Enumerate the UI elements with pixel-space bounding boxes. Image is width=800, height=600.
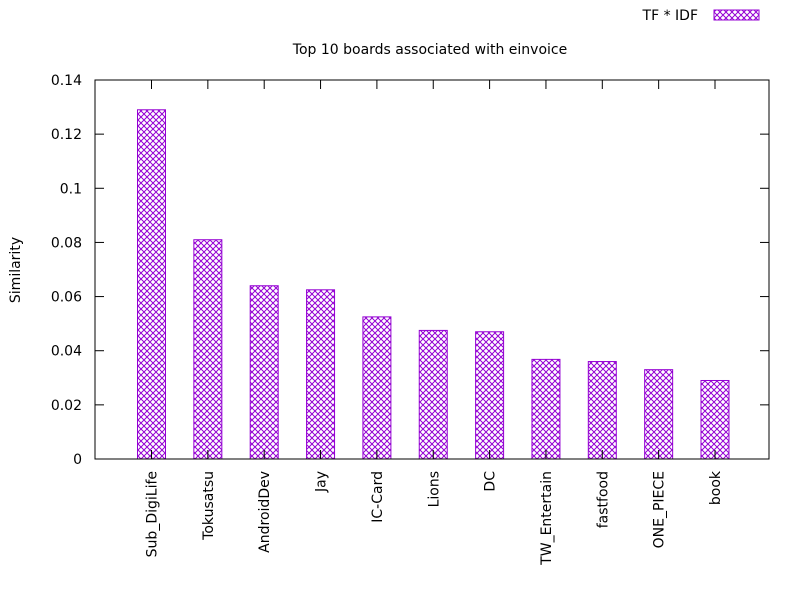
legend-label: TF * IDF xyxy=(642,8,698,24)
chart-title: Top 10 boards associated with einvoice xyxy=(292,42,567,58)
x-tick-label: fastfood xyxy=(595,471,611,528)
bar-tw-entertain xyxy=(531,358,561,460)
bar-tokusatsu xyxy=(193,239,223,460)
x-tick-label: Jay xyxy=(314,471,330,493)
x-tick-label: DC xyxy=(483,471,499,492)
y-tick-label: 0.06 xyxy=(51,290,82,306)
x-tick-label: Tokusatsu xyxy=(201,471,217,541)
plot-frame xyxy=(94,79,770,460)
bar-lions xyxy=(418,329,448,460)
x-tick-label: ONE_PIECE xyxy=(652,471,668,548)
x-tick-label: book xyxy=(708,470,724,505)
legend-swatch xyxy=(713,9,760,21)
y-tick-label: 0.04 xyxy=(51,344,82,360)
bar-ic-card xyxy=(362,316,392,460)
bar-fastfood xyxy=(587,361,617,460)
x-tick-label: AndroidDev xyxy=(257,471,273,553)
x-tick-label: Sub_DigiLife xyxy=(145,471,161,557)
y-tick-label: 0.14 xyxy=(51,73,82,89)
y-tick-label: 0.02 xyxy=(51,398,82,414)
y-tick-label: 0.08 xyxy=(51,235,82,251)
y-tick-label: 0 xyxy=(73,452,82,468)
y-tick-label: 0.1 xyxy=(60,181,82,197)
bar-dc xyxy=(475,331,505,460)
x-tick-label: IC-Card xyxy=(370,471,386,523)
x-tick-label: Lions xyxy=(426,471,442,507)
bar-book xyxy=(700,379,730,460)
y-tick-label: 0.12 xyxy=(51,127,82,143)
y-axis-label: Similarity xyxy=(8,237,24,303)
x-tick-label: TW_Entertain xyxy=(539,471,555,566)
bar-sub-digilife xyxy=(137,109,166,460)
bar-jay xyxy=(306,289,336,460)
bar-androiddev xyxy=(249,285,279,460)
bar-one-piece xyxy=(644,369,674,460)
legend: TF * IDF xyxy=(642,8,760,24)
